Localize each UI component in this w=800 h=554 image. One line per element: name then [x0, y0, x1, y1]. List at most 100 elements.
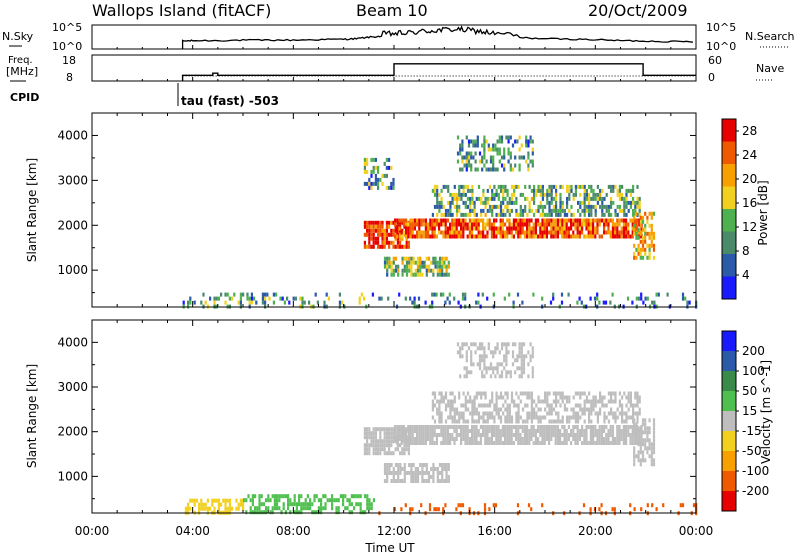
heatmap-cell: [496, 370, 499, 375]
heatmap-cell: [510, 395, 514, 400]
heatmap-cell: [639, 231, 642, 236]
heatmap-cell: [461, 296, 465, 301]
heatmap-cell: [574, 403, 577, 408]
power-colorbar-tick-label: 8: [742, 244, 750, 258]
velocity-colorbar-step: [722, 351, 736, 372]
heatmap-cell: [490, 234, 493, 239]
heatmap-cell: [486, 419, 489, 424]
heatmap-cell: [554, 429, 557, 433]
heatmap-cell: [489, 374, 493, 379]
heatmap-cell: [500, 135, 504, 140]
heatmap-cell: [436, 188, 439, 193]
heatmap-cell: [637, 296, 641, 301]
heatmap-cell: [372, 224, 375, 229]
heatmap-cell: [505, 358, 508, 363]
heatmap-cell: [342, 494, 345, 499]
heatmap-cell: [519, 212, 522, 217]
heatmap-cell: [607, 399, 610, 404]
heatmap-cell: [614, 411, 617, 416]
heatmap-cell: [423, 471, 426, 475]
heatmap-cell: [556, 234, 559, 239]
heatmap-cell: [198, 506, 201, 511]
heatmap-cell: [434, 256, 437, 261]
heatmap-cell: [411, 218, 414, 223]
heatmap-cell: [559, 184, 562, 189]
heatmap-cell: [515, 415, 518, 420]
heatmap-cell: [482, 192, 485, 197]
heatmap-cell: [601, 403, 604, 408]
heatmap-cell: [416, 222, 419, 227]
heatmap-cell: [478, 346, 482, 351]
heatmap-cell: [611, 507, 614, 512]
heatmap-cell: [534, 222, 537, 227]
heatmap-cell: [402, 433, 405, 437]
heatmap-cell: [404, 296, 407, 301]
heatmap-cell: [636, 411, 639, 416]
heatmap-cell: [421, 264, 424, 269]
heatmap-cell: [449, 208, 452, 213]
heatmap-cell: [513, 188, 516, 193]
heatmap-cell: [545, 234, 548, 239]
heatmap-cell: [487, 167, 490, 172]
velocity-colorbar-step: [722, 331, 736, 352]
heatmap-cell: [517, 403, 520, 408]
velocity-colorbar-tick-label: 200: [742, 344, 765, 358]
heatmap-cell: [588, 184, 591, 189]
heatmap-cell: [566, 407, 569, 412]
heatmap-cell: [396, 429, 399, 433]
heatmap-cell: [251, 502, 254, 507]
heatmap-cell: [405, 272, 409, 277]
heatmap-cell: [302, 506, 305, 511]
heatmap-cell: [523, 429, 526, 433]
heatmap-cell: [541, 429, 544, 433]
heatmap-cell: [193, 300, 196, 305]
heatmap-cell: [585, 192, 588, 197]
heatmap-cell: [568, 196, 571, 201]
heatmap-cell: [403, 224, 406, 229]
heatmap-cell: [502, 196, 505, 201]
heatmap-cell: [583, 222, 586, 227]
heatmap-cell: [200, 502, 203, 507]
heatmap-cell: [405, 433, 408, 437]
heatmap-cell: [477, 226, 480, 231]
heatmap-cell: [411, 441, 414, 445]
heatmap-cell: [468, 218, 471, 223]
heatmap-cell: [517, 411, 520, 416]
heatmap-cell: [430, 260, 433, 265]
heatmap-cell: [641, 454, 645, 459]
heatmap-cell: [248, 300, 251, 305]
heatmap-cell: [394, 224, 397, 229]
heatmap-cell: [421, 479, 424, 483]
heatmap-cell: [390, 463, 393, 467]
heatmap-cell: [556, 218, 559, 223]
heatmap-cell: [635, 247, 638, 252]
heatmap-cell: [480, 196, 483, 201]
heatmap-cell: [478, 362, 482, 367]
freq-panel: Freq. [MHz] 18 8 60 0 Nave: [6, 54, 784, 84]
heatmap-cell: [264, 300, 267, 305]
heatmap-cell: [475, 234, 478, 239]
heatmap-cell: [239, 292, 242, 297]
heatmap-cell: [552, 208, 555, 213]
heatmap-cell: [386, 272, 389, 277]
heatmap-cell: [368, 427, 371, 432]
heatmap-cell: [462, 391, 465, 396]
heatmap-cell: [368, 443, 371, 448]
heatmap-cell: [438, 264, 442, 269]
heatmap-cell: [436, 471, 439, 475]
heatmap-cell: [254, 506, 257, 511]
heatmap-cell: [585, 433, 588, 437]
heatmap-cell: [410, 479, 413, 483]
heatmap-cell: [508, 208, 511, 213]
heatmap-cell: [390, 220, 393, 225]
heatmap-cell: [607, 230, 610, 235]
heatmap-cell: [443, 479, 446, 483]
heatmap-cell: [545, 437, 548, 441]
heatmap-cell: [477, 433, 480, 437]
heatmap-cell: [430, 475, 433, 479]
heatmap-cell: [372, 181, 375, 186]
heatmap-cell: [412, 475, 415, 479]
heatmap-cell: [433, 425, 436, 429]
heatmap-cell: [431, 234, 434, 239]
heatmap-cell: [486, 234, 489, 239]
